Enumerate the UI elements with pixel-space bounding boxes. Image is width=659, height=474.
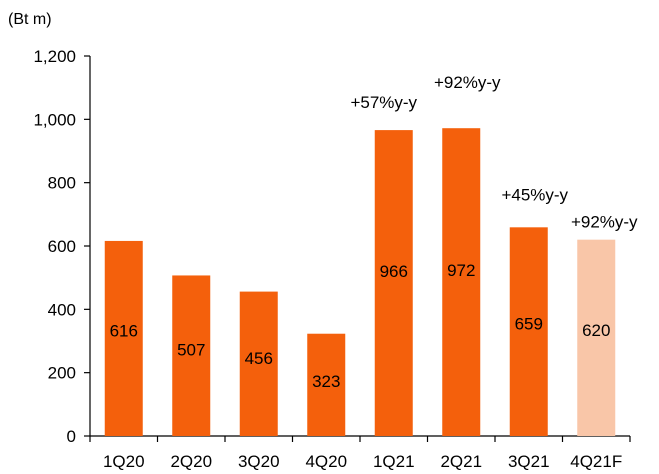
x-tick-label: 3Q20 [238, 452, 280, 471]
x-tick-label: 1Q20 [103, 452, 145, 471]
y-tick-label: 1,000 [33, 110, 76, 129]
bar-3Q21 [509, 227, 548, 436]
y-tick-label: 200 [48, 364, 76, 383]
x-tick-label: 2Q21 [440, 452, 482, 471]
data-labels: 616 507 456 323 966 972 659 620 [110, 261, 611, 391]
bar-2Q20 [172, 275, 211, 436]
y-tick-label: 1,200 [33, 47, 76, 66]
x-tick-label: 3Q21 [508, 452, 550, 471]
data-label: 507 [177, 340, 205, 359]
unit-label: (Bt m) [8, 11, 52, 28]
growth-annotation: +57%y-y [350, 93, 417, 112]
growth-annotation: +92%y-y [571, 213, 638, 232]
bar-1Q21 [374, 130, 413, 436]
data-label: 972 [447, 261, 475, 280]
x-axis-ticks: 1Q20 2Q20 3Q20 4Q20 1Q21 2Q21 3Q21 4Q21F [89, 436, 631, 471]
bar-3Q20 [239, 291, 278, 436]
y-tick-label: 800 [48, 174, 76, 193]
y-tick-label: 0 [67, 427, 76, 446]
bar-4Q20 [307, 333, 346, 436]
data-label: 616 [110, 322, 138, 341]
bar-2Q21 [442, 128, 481, 436]
y-axis-ticks: 0 200 400 600 800 1,000 1,200 [33, 47, 90, 446]
x-tick-label: 4Q21F [570, 452, 622, 471]
data-label: 323 [312, 372, 340, 391]
x-tick-label: 4Q20 [305, 452, 347, 471]
y-tick-label: 400 [48, 300, 76, 319]
data-label: 966 [380, 262, 408, 281]
data-label: 659 [515, 314, 543, 333]
x-tick-label: 1Q21 [373, 452, 415, 471]
bar-4Q21F [577, 239, 616, 436]
x-tick-label: 2Q20 [170, 452, 212, 471]
annotations: +57%y-y+92%y-y+45%y-y+92%y-y [350, 73, 638, 231]
growth-annotation: +45%y-y [501, 185, 568, 204]
bar-series [104, 128, 616, 436]
data-label: 456 [245, 349, 273, 368]
y-tick-label: 600 [48, 237, 76, 256]
growth-annotation: +92%y-y [434, 73, 501, 92]
data-label: 620 [582, 321, 610, 340]
bar-1Q20 [104, 240, 143, 436]
